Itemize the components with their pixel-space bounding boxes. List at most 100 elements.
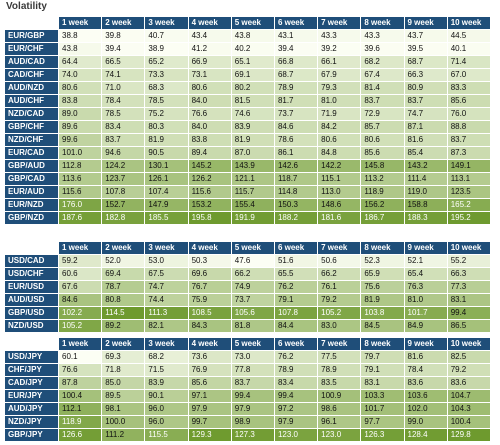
volatility-value-cell: 101.7 — [360, 402, 405, 416]
column-header: 7 week — [317, 337, 362, 351]
volatility-value-cell: 96.1 — [317, 415, 362, 429]
volatility-value-cell: 81.8 — [230, 319, 275, 333]
column-header: 5 week — [230, 16, 275, 30]
volatility-value-cell: 98.1 — [101, 402, 146, 416]
volatility-table-crosses: 1 week 2 week 3 week 4 week 5 week 6 week 7 we… — [4, 16, 491, 225]
volatility-value-cell: 181.6 — [317, 211, 362, 225]
volatility-value-cell: 71.4 — [446, 55, 491, 69]
volatility-value-cell: 195.8 — [187, 211, 232, 225]
volatility-value-cell: 75.6 — [360, 280, 405, 294]
currency-pair-label: AUD/USD — [4, 293, 59, 307]
volatility-value-cell: 66.2 — [317, 267, 362, 281]
volatility-value-cell: 182.8 — [101, 211, 146, 225]
table-row: USD/CHF 60.6 69.4 67.5 69.6 66.2 65.5 66.2 65.9 6… — [4, 267, 491, 281]
volatility-value-cell: 73.3 — [144, 68, 189, 82]
table-corner-cell — [4, 16, 59, 30]
volatility-value-cell: 195.2 — [446, 211, 491, 225]
table-row: GBP/USD 102.2 114.5 111.3 108.5 105.6 107.8 105… — [4, 306, 491, 320]
volatility-value-cell: 85.4 — [403, 146, 448, 160]
volatility-value-cell: 99.4 — [230, 389, 275, 403]
volatility-value-cell: 99.4 — [273, 389, 319, 403]
volatility-value-cell: 84.0 — [187, 120, 232, 134]
table-corner-cell — [4, 337, 59, 351]
volatility-value-cell: 74.4 — [144, 293, 189, 307]
currency-pair-label: NZD/JPY — [4, 415, 59, 429]
volatility-value-cell: 142.6 — [273, 159, 319, 173]
volatility-value-cell: 185.5 — [144, 211, 189, 225]
currency-pair-label: EUR/USD — [4, 280, 59, 294]
volatility-value-cell: 79.1 — [360, 363, 405, 377]
volatility-value-cell: 80.6 — [57, 81, 103, 95]
column-header: 3 week — [144, 16, 189, 30]
volatility-value-cell: 68.2 — [360, 55, 405, 69]
volatility-value-cell: 65.5 — [273, 267, 319, 281]
currency-pair-label: USD/CAD — [4, 254, 59, 268]
volatility-value-cell: 103.6 — [403, 389, 448, 403]
volatility-value-cell: 126.1 — [144, 172, 189, 186]
volatility-value-cell: 100.4 — [446, 415, 491, 429]
volatility-value-cell: 84.5 — [360, 319, 405, 333]
table-row: GBP/NZD 187.6 182.8 185.5 195.8 191.9 188.2 181… — [4, 211, 491, 225]
volatility-value-cell: 77.5 — [317, 350, 362, 364]
volatility-value-cell: 73.7 — [273, 107, 319, 121]
currency-pair-label: USD/JPY — [4, 350, 59, 364]
currency-pair-label: AUD/CAD — [4, 55, 59, 69]
volatility-value-cell: 113.2 — [360, 172, 405, 186]
volatility-value-cell: 88.8 — [446, 120, 491, 134]
column-header: 9 week — [403, 16, 448, 30]
volatility-value-cell: 114.5 — [101, 306, 146, 320]
volatility-value-cell: 83.6 — [403, 376, 448, 390]
table-row: NZD/CAD 89.0 78.5 75.2 76.6 74.6 73.7 71.9 72.9 7… — [4, 107, 491, 121]
table-row: GBP/JPY 126.6 111.2 115.5 129.3 127.3 123.0 123… — [4, 428, 491, 442]
volatility-value-cell: 81.0 — [317, 94, 362, 108]
column-header: 2 week — [101, 241, 146, 255]
volatility-value-cell: 108.5 — [187, 306, 232, 320]
column-header: 1 week — [57, 337, 103, 351]
volatility-table-usd-pairs: 1 week 2 week 3 week 4 week 5 week 6 week 7 we… — [4, 241, 491, 333]
volatility-value-cell: 123.0 — [273, 428, 319, 442]
volatility-value-cell: 67.0 — [446, 68, 491, 82]
table-row: AUD/CAD 64.4 66.5 65.2 66.9 65.1 66.8 66.1 68.2 6… — [4, 55, 491, 69]
volatility-value-cell: 97.1 — [187, 389, 232, 403]
volatility-value-cell: 66.9 — [187, 55, 232, 69]
volatility-value-cell: 100.4 — [57, 389, 103, 403]
table-row: EUR/GBP 38.8 39.8 40.7 43.4 43.8 43.1 43.3 43.3 4… — [4, 29, 491, 43]
volatility-value-cell: 87.3 — [446, 146, 491, 160]
volatility-value-cell: 87.8 — [57, 376, 103, 390]
volatility-value-cell: 126.3 — [360, 428, 405, 442]
volatility-value-cell: 115.7 — [230, 185, 275, 199]
volatility-value-cell: 78.4 — [403, 363, 448, 377]
table-header-row: 1 week 2 week 3 week 4 week 5 week 6 week 7 we… — [4, 337, 491, 351]
volatility-value-cell: 97.9 — [187, 402, 232, 416]
volatility-value-cell: 68.7 — [273, 68, 319, 82]
column-header: 3 week — [144, 241, 189, 255]
volatility-value-cell: 79.2 — [317, 293, 362, 307]
currency-pair-label: EUR/GBP — [4, 29, 59, 43]
volatility-value-cell: 97.2 — [273, 402, 319, 416]
currency-pair-label: CAD/CHF — [4, 68, 59, 82]
volatility-value-cell: 84.9 — [403, 319, 448, 333]
volatility-value-cell: 39.6 — [360, 42, 405, 56]
volatility-value-cell: 115.6 — [187, 185, 232, 199]
currency-pair-label: GBP/CAD — [4, 172, 59, 186]
volatility-value-cell: 43.8 — [230, 29, 275, 43]
volatility-value-cell: 83.7 — [446, 133, 491, 147]
volatility-value-cell: 80.6 — [187, 81, 232, 95]
volatility-value-cell: 74.7 — [144, 280, 189, 294]
volatility-value-cell: 152.7 — [101, 198, 146, 212]
volatility-value-cell: 107.8 — [101, 185, 146, 199]
volatility-value-cell: 60.1 — [57, 350, 103, 364]
currency-pair-label: GBP/NZD — [4, 211, 59, 225]
column-header: 6 week — [273, 337, 319, 351]
volatility-value-cell: 115.5 — [144, 428, 189, 442]
table-header-row: 1 week 2 week 3 week 4 week 5 week 6 week 7 we… — [4, 16, 491, 30]
volatility-value-cell: 176.0 — [57, 198, 103, 212]
column-header: 6 week — [273, 241, 319, 255]
volatility-value-cell: 165.2 — [446, 198, 491, 212]
volatility-value-cell: 85.6 — [360, 146, 405, 160]
volatility-value-cell: 94.6 — [101, 146, 146, 160]
volatility-value-cell: 76.6 — [187, 107, 232, 121]
volatility-value-cell: 84.8 — [317, 146, 362, 160]
volatility-value-cell: 99.7 — [187, 415, 232, 429]
volatility-value-cell: 111.3 — [144, 306, 189, 320]
